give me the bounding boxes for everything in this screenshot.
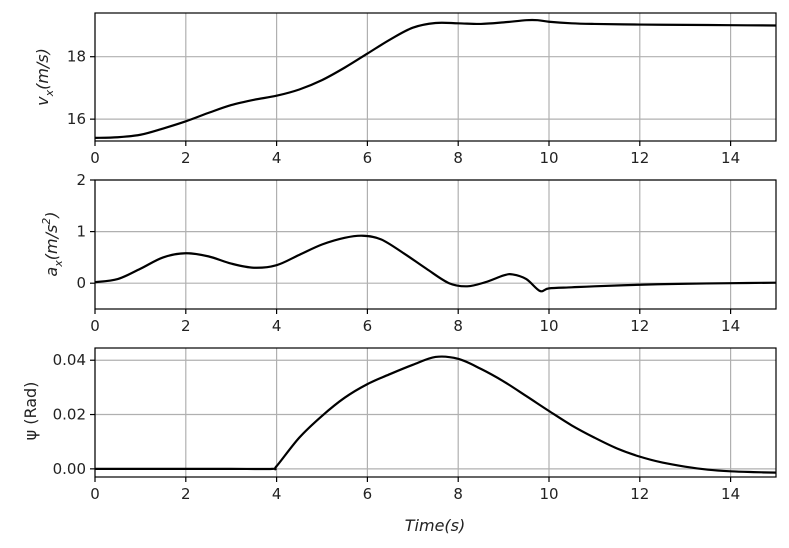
x-tick-label: 8 (453, 485, 463, 503)
x-tick-label: 6 (363, 317, 373, 335)
x-ticks-yaw: 0 2 4 6 8 10 12 14 (90, 477, 740, 503)
y-tick-label: 18 (67, 48, 86, 66)
frame-acceleration (94, 179, 777, 310)
x-tick-label: 6 (363, 149, 373, 167)
panel-acceleration: 0 2 4 6 8 10 12 14 012 ax(m/s2) (40, 171, 777, 335)
x-tick-label: 8 (453, 317, 463, 335)
y-tick-label: 1 (76, 223, 86, 241)
x-axis-label-time: Time(s) (405, 516, 465, 535)
grid-velocity (94, 13, 776, 141)
x-tick-label: 10 (539, 485, 558, 503)
x-tick-label: 12 (630, 149, 649, 167)
y-axis-label-velocity: vx(m/s) (33, 48, 56, 106)
x-tick-label: 12 (630, 485, 649, 503)
x-tick-label: 2 (181, 485, 191, 503)
x-tick-label: 8 (453, 149, 463, 167)
series-line-yaw (94, 355, 777, 474)
x-ticks-velocity: 0 2 4 6 8 10 12 14 (90, 141, 740, 167)
y-tick-label: 2 (76, 171, 86, 189)
x-tick-label: 0 (90, 485, 100, 503)
x-tick-label: 0 (90, 317, 100, 335)
x-tick-label: 14 (721, 485, 740, 503)
panel-yaw: 0 2 4 6 8 10 12 14 0.00 0.02 0.04 ψ (Rad) Time(s) (21, 347, 777, 535)
x-tick-label: 10 (539, 149, 558, 167)
y-axis-label-yaw: ψ (Rad) (21, 382, 40, 441)
series-line-velocity (94, 18, 777, 139)
x-tick-label: 6 (363, 485, 373, 503)
x-tick-label: 14 (721, 149, 740, 167)
x-ticks-acceleration: 0 2 4 6 8 10 12 14 (90, 309, 740, 335)
x-tick-label: 10 (539, 317, 558, 335)
y-tick-label: 0.00 (53, 460, 86, 478)
y-tick-label: 0.02 (53, 406, 86, 424)
y-tick-label: 0.04 (53, 351, 86, 369)
x-tick-label: 2 (181, 149, 191, 167)
x-tick-label: 0 (90, 149, 100, 167)
x-tick-label: 14 (721, 317, 740, 335)
x-tick-label: 2 (181, 317, 191, 335)
x-tick-label: 4 (272, 485, 282, 503)
x-tick-label: 4 (272, 149, 282, 167)
y-tick-label: 0 (76, 274, 86, 292)
series-line-acceleration (94, 234, 777, 293)
x-tick-label: 12 (630, 317, 649, 335)
frame-yaw (94, 347, 777, 478)
y-ticks-yaw: 0.00 0.02 0.04 (53, 351, 95, 478)
y-tick-label: 16 (67, 110, 86, 128)
x-tick-label: 4 (272, 317, 282, 335)
y-axis-label-acceleration: ax(m/s2) (40, 211, 65, 276)
y-ticks-acceleration: 0 1 2 (76, 171, 95, 292)
frame-velocity (94, 12, 777, 142)
